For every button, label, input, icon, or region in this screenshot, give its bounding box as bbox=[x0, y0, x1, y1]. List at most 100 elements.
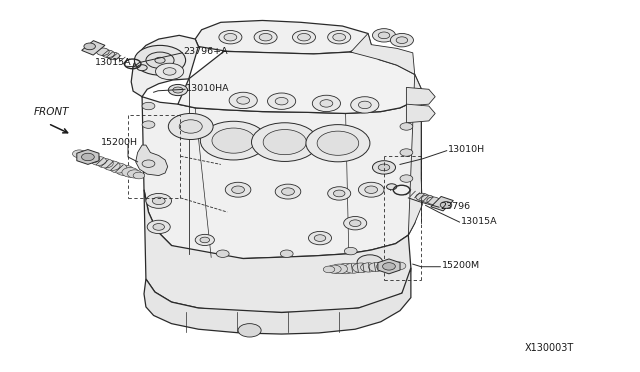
Circle shape bbox=[156, 63, 184, 80]
Polygon shape bbox=[351, 33, 415, 74]
Circle shape bbox=[306, 125, 370, 162]
Circle shape bbox=[127, 170, 141, 178]
Circle shape bbox=[97, 48, 109, 55]
Polygon shape bbox=[378, 259, 400, 274]
Circle shape bbox=[392, 262, 406, 270]
Polygon shape bbox=[431, 196, 453, 211]
Circle shape bbox=[282, 188, 294, 195]
Circle shape bbox=[137, 65, 147, 71]
Circle shape bbox=[81, 153, 94, 161]
Circle shape bbox=[84, 43, 95, 50]
Circle shape bbox=[349, 220, 361, 227]
Circle shape bbox=[152, 197, 165, 205]
Circle shape bbox=[320, 100, 333, 107]
Text: FRONT: FRONT bbox=[33, 107, 68, 116]
Circle shape bbox=[396, 37, 408, 44]
Polygon shape bbox=[406, 87, 435, 106]
Circle shape bbox=[142, 160, 155, 167]
Circle shape bbox=[416, 193, 429, 201]
Circle shape bbox=[327, 265, 341, 273]
Circle shape bbox=[153, 224, 164, 230]
Circle shape bbox=[387, 184, 397, 190]
Polygon shape bbox=[178, 51, 421, 113]
Circle shape bbox=[353, 263, 369, 273]
Circle shape bbox=[400, 175, 413, 182]
Circle shape bbox=[168, 113, 213, 140]
Polygon shape bbox=[133, 54, 421, 259]
Circle shape bbox=[238, 324, 261, 337]
Circle shape bbox=[333, 190, 345, 197]
Circle shape bbox=[104, 161, 120, 170]
Circle shape bbox=[358, 182, 384, 197]
Circle shape bbox=[116, 165, 134, 176]
Circle shape bbox=[109, 163, 127, 173]
Circle shape bbox=[200, 121, 267, 160]
Circle shape bbox=[357, 255, 383, 270]
Circle shape bbox=[173, 87, 183, 93]
Text: 13010H: 13010H bbox=[448, 145, 485, 154]
Circle shape bbox=[421, 195, 434, 202]
Circle shape bbox=[308, 231, 332, 245]
Circle shape bbox=[331, 264, 348, 274]
Circle shape bbox=[323, 266, 335, 273]
Polygon shape bbox=[408, 74, 422, 235]
Circle shape bbox=[385, 262, 399, 270]
Circle shape bbox=[298, 33, 310, 41]
Circle shape bbox=[142, 121, 155, 128]
Circle shape bbox=[317, 131, 359, 155]
Circle shape bbox=[232, 186, 244, 193]
Polygon shape bbox=[136, 145, 168, 176]
Circle shape bbox=[400, 123, 413, 130]
Circle shape bbox=[179, 120, 202, 133]
Circle shape bbox=[372, 29, 396, 42]
Circle shape bbox=[372, 161, 396, 174]
Circle shape bbox=[292, 31, 316, 44]
Circle shape bbox=[390, 33, 413, 47]
Circle shape bbox=[440, 202, 452, 208]
Circle shape bbox=[344, 217, 367, 230]
Circle shape bbox=[344, 263, 362, 273]
Circle shape bbox=[268, 93, 296, 109]
Text: 23796+A: 23796+A bbox=[184, 47, 228, 56]
Circle shape bbox=[237, 97, 250, 104]
Circle shape bbox=[351, 97, 379, 113]
Polygon shape bbox=[144, 268, 411, 334]
Text: 13015A: 13015A bbox=[95, 58, 131, 67]
Circle shape bbox=[122, 167, 138, 177]
Circle shape bbox=[91, 157, 106, 166]
Circle shape bbox=[97, 158, 113, 168]
Text: 15200M: 15200M bbox=[442, 262, 480, 270]
Circle shape bbox=[358, 101, 371, 109]
Circle shape bbox=[365, 186, 378, 193]
Circle shape bbox=[427, 197, 440, 205]
Circle shape bbox=[146, 52, 174, 68]
Circle shape bbox=[79, 152, 93, 160]
Circle shape bbox=[195, 234, 214, 246]
Circle shape bbox=[259, 33, 272, 41]
Circle shape bbox=[72, 150, 86, 158]
Circle shape bbox=[312, 95, 340, 112]
Circle shape bbox=[275, 97, 288, 105]
Circle shape bbox=[216, 250, 229, 257]
Circle shape bbox=[314, 235, 326, 241]
Polygon shape bbox=[82, 41, 105, 55]
Circle shape bbox=[219, 31, 242, 44]
Text: 13010HA: 13010HA bbox=[186, 84, 229, 93]
Circle shape bbox=[378, 32, 390, 39]
Circle shape bbox=[344, 247, 357, 255]
Circle shape bbox=[369, 263, 384, 272]
Polygon shape bbox=[77, 150, 99, 164]
Text: X130003T: X130003T bbox=[525, 343, 574, 353]
Circle shape bbox=[263, 129, 307, 155]
Circle shape bbox=[275, 184, 301, 199]
Circle shape bbox=[254, 31, 277, 44]
Circle shape bbox=[280, 250, 293, 257]
Circle shape bbox=[378, 164, 390, 171]
Circle shape bbox=[328, 31, 351, 44]
Circle shape bbox=[337, 263, 355, 274]
Text: 15200H: 15200H bbox=[100, 138, 138, 147]
Circle shape bbox=[168, 84, 188, 96]
Circle shape bbox=[360, 263, 376, 272]
Circle shape bbox=[133, 172, 145, 179]
Circle shape bbox=[328, 187, 351, 200]
